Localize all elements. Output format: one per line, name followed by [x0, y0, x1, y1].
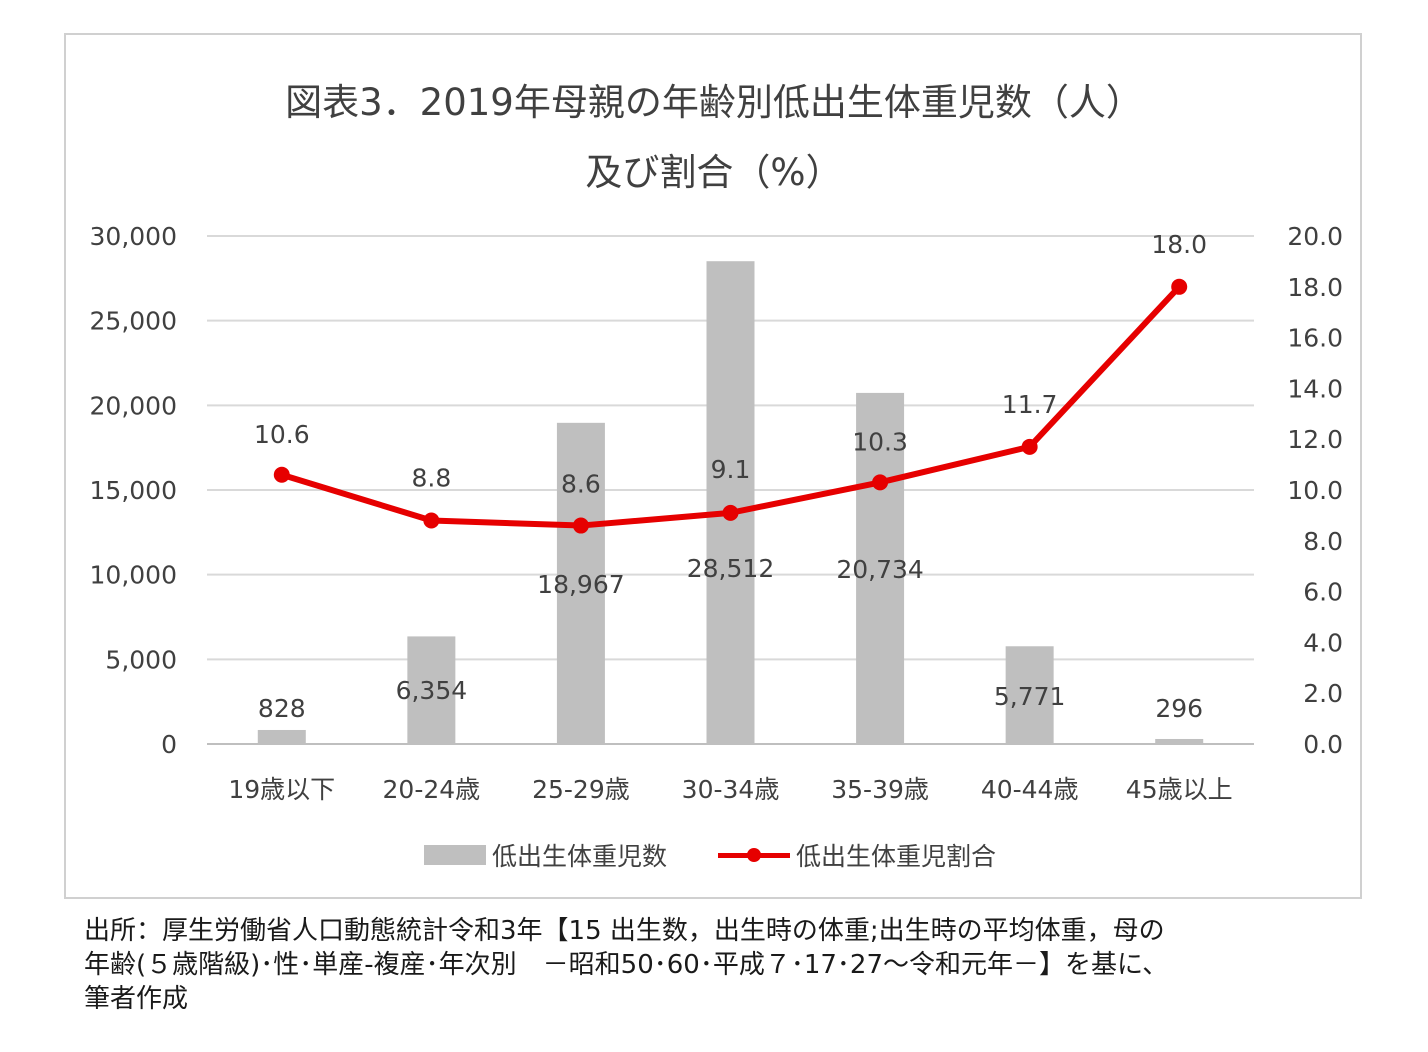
bar — [706, 261, 755, 744]
right-axis-tick-label: 18.0 — [1287, 273, 1343, 302]
rate-point — [872, 474, 889, 491]
rate-value-label: 8.8 — [411, 463, 451, 492]
bar-value-label: 5,771 — [994, 682, 1066, 711]
bar-series — [257, 261, 1204, 744]
bar — [407, 636, 456, 744]
bar-value-label: 296 — [1155, 694, 1203, 723]
x-axis-category-label: 20-24歳 — [383, 775, 481, 804]
legend-label-line: 低出生体重児割合 — [796, 842, 997, 871]
legend-item-line: 低出生体重児割合 — [718, 838, 996, 872]
source-note: 出所：厚生労働省人口動態統計令和3年【15 出生数，出生時の体重;出生時の平均体… — [84, 914, 1384, 1016]
rate-point — [273, 466, 290, 483]
x-axis-category-label: 25-29歳 — [532, 775, 630, 804]
rate-value-label: 18.0 — [1151, 230, 1207, 259]
bar-value-label: 20,734 — [836, 555, 923, 584]
rate-value-label: 11.7 — [1002, 390, 1058, 419]
rate-point — [423, 512, 440, 529]
x-axis-category-label: 19歳以下 — [228, 775, 335, 804]
right-axis-tick-label: 10.0 — [1287, 476, 1343, 505]
data-labels: 828 6,354 18,967 28,512 20,734 5,771 296 10.6 8.… — [254, 230, 1207, 723]
legend-swatch-line — [718, 845, 790, 865]
right-axis-tick-label: 0.0 — [1303, 730, 1343, 759]
left-axis-tick-label: 30,000 — [90, 222, 177, 251]
x-axis-category-label: 35-39歳 — [831, 775, 929, 804]
left-axis-tick-label: 10,000 — [90, 561, 177, 590]
right-axis-tick-label: 8.0 — [1303, 527, 1343, 556]
x-axis-category-label: 45歳以上 — [1126, 775, 1233, 804]
line-series — [273, 278, 1188, 534]
bar — [257, 729, 306, 744]
chart-title-line-2: 及び割合（%） — [585, 151, 843, 194]
bar — [1005, 646, 1054, 744]
left-axis-tick-label: 5,000 — [105, 645, 177, 674]
x-axis-category-label: 30-34歳 — [682, 775, 780, 804]
bar — [856, 392, 905, 744]
left-axis-tick-label: 15,000 — [90, 476, 177, 505]
rate-point — [1171, 278, 1188, 295]
legend-item-bar: 低出生体重児数 — [424, 838, 667, 872]
bar-value-label: 828 — [258, 694, 306, 723]
left-axis-tick-label: 20,000 — [90, 391, 177, 420]
bar — [1155, 738, 1204, 744]
rate-value-label: 8.6 — [561, 470, 601, 499]
legend-swatch-bar — [424, 845, 486, 865]
rate-point — [1021, 438, 1038, 455]
right-axis-tick-label: 14.0 — [1287, 374, 1343, 403]
rate-point — [572, 517, 589, 534]
chart-title-line-1: 図表3．2019年母親の年齢別低出生体重児数（人） — [285, 81, 1143, 124]
source-note-line-3: 筆者作成 — [84, 984, 189, 1014]
source-note-line-2: 年齢(５歳階級)･性･単産-複産･年次別 －昭和50･60･平成７･17･27～… — [84, 950, 1169, 980]
right-axis-tick-label: 4.0 — [1303, 628, 1343, 657]
axes: 0 5,000 10,000 15,000 20,000 25,000 30,000 0.0 2… — [90, 222, 1343, 804]
rate-point — [722, 504, 739, 521]
left-axis-tick-label: 0 — [161, 730, 177, 759]
right-axis-tick-label: 12.0 — [1287, 425, 1343, 454]
left-axis-tick-label: 25,000 — [90, 307, 177, 336]
right-axis-tick-label: 20.0 — [1287, 222, 1343, 251]
bar-value-label: 6,354 — [396, 676, 468, 705]
right-axis-tick-label: 2.0 — [1303, 679, 1343, 708]
bar — [556, 422, 605, 744]
right-axis-tick-label: 6.0 — [1303, 578, 1343, 607]
right-axis-tick-label: 16.0 — [1287, 324, 1343, 353]
source-note-line-1: 出所：厚生労働省人口動態統計令和3年【15 出生数，出生時の体重;出生時の平均体… — [84, 916, 1165, 946]
bar-value-label: 28,512 — [687, 554, 774, 583]
rate-value-label: 10.3 — [852, 427, 908, 456]
legend-label-bar: 低出生体重児数 — [492, 842, 668, 871]
rate-value-label: 10.6 — [254, 420, 310, 449]
bar-value-label: 18,967 — [537, 570, 624, 599]
rate-value-label: 9.1 — [711, 455, 751, 484]
x-axis-category-label: 40-44歳 — [981, 775, 1079, 804]
